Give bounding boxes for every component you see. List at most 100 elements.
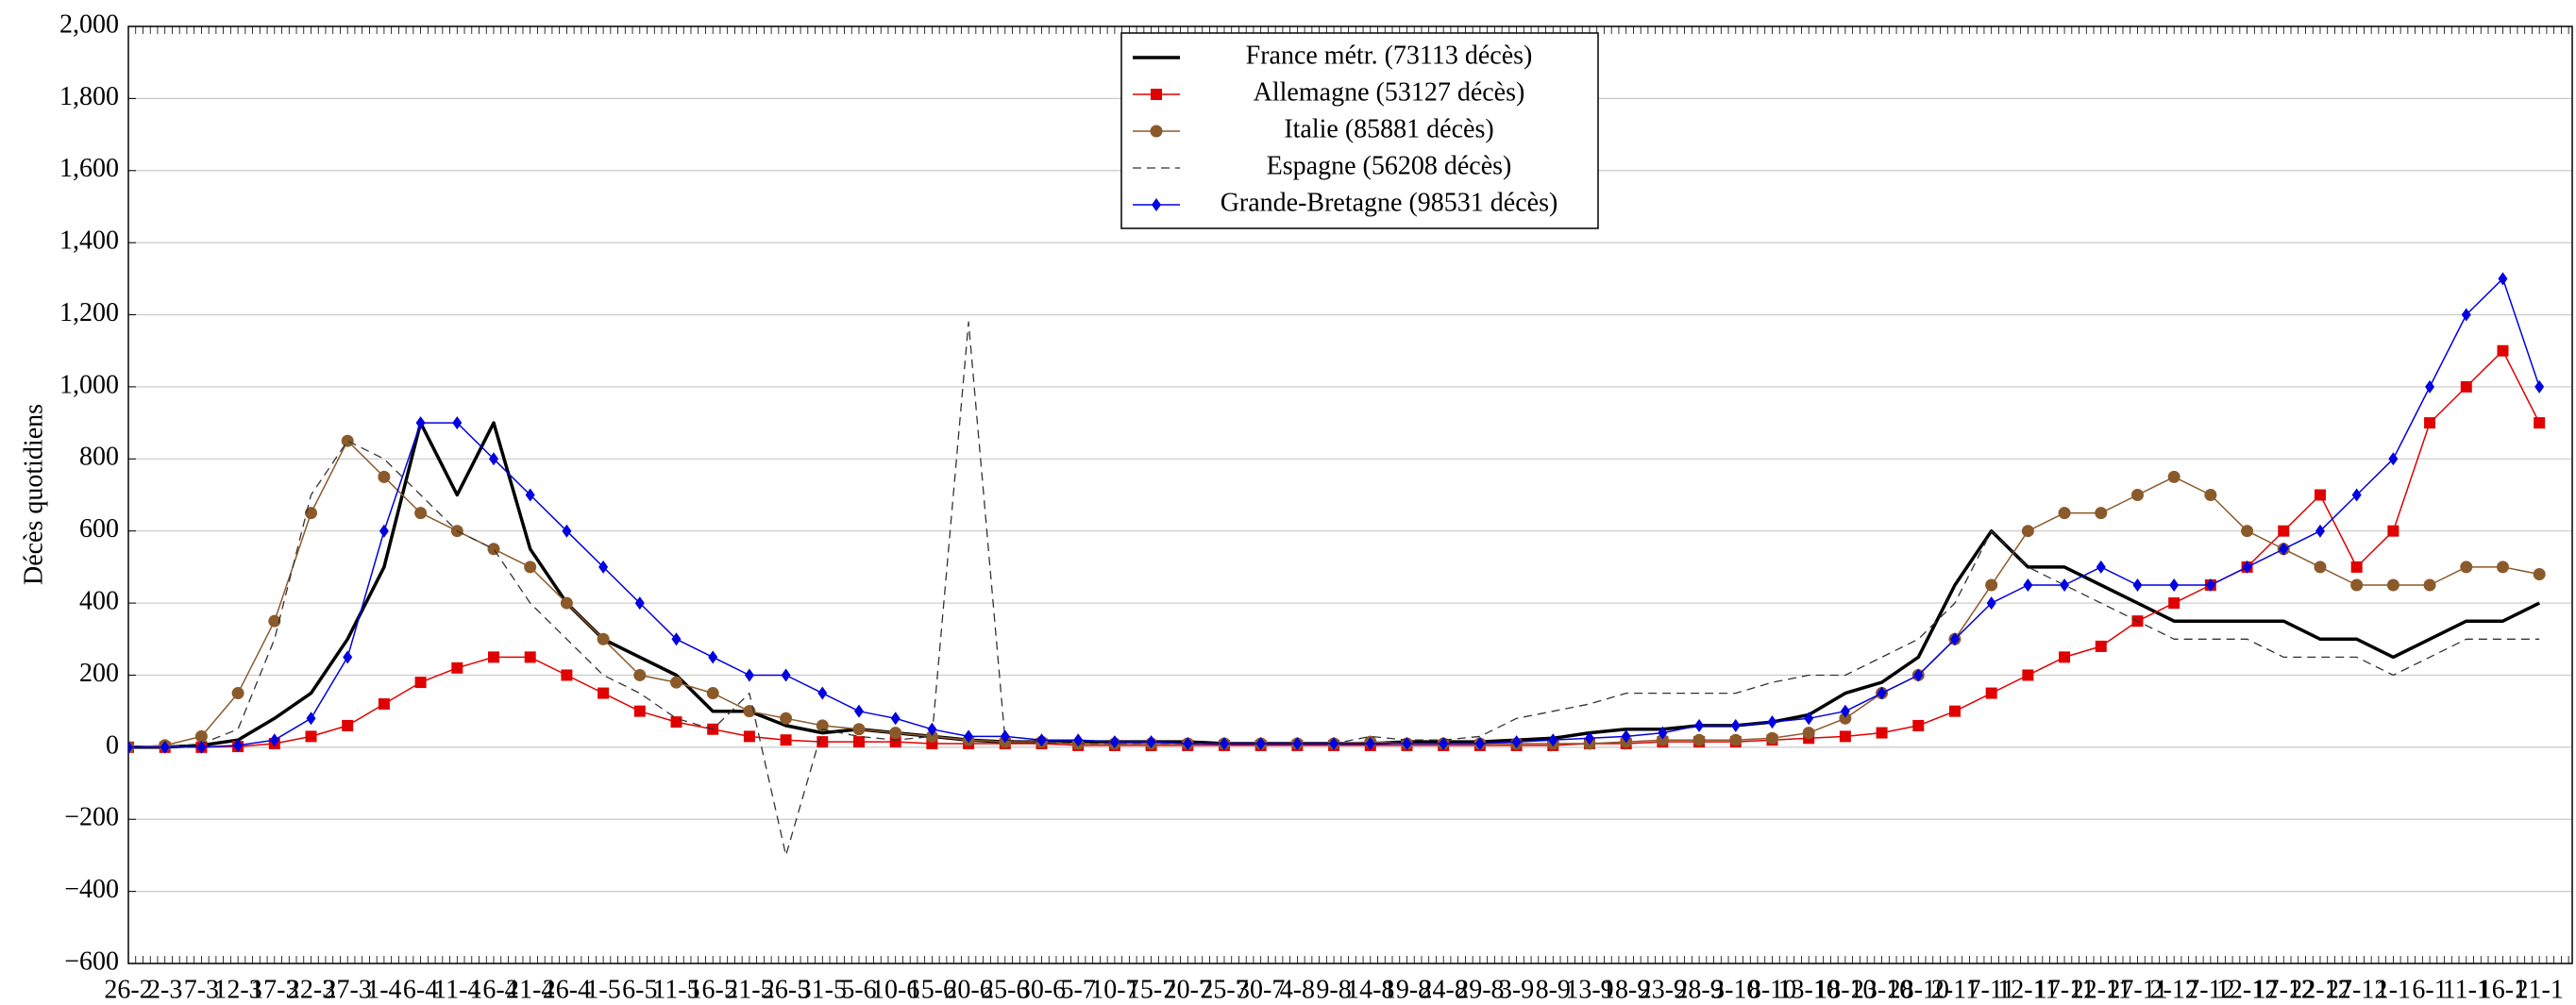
marker bbox=[1839, 730, 1851, 743]
x-tick-label: 3-9 bbox=[1499, 975, 1534, 1004]
x-tick-label: 1-4 bbox=[366, 975, 401, 1004]
marker bbox=[1474, 737, 1485, 751]
x-tick-label: 2-11 bbox=[1931, 975, 1978, 1004]
y-tick-label: 0 bbox=[106, 730, 119, 760]
marker bbox=[2423, 578, 2436, 592]
marker bbox=[1730, 718, 1741, 732]
x-tick-label: 17-3 bbox=[250, 975, 298, 1004]
marker bbox=[2095, 640, 2107, 652]
marker bbox=[671, 632, 682, 646]
marker bbox=[1912, 719, 1925, 731]
y-tick-label: 800 bbox=[79, 443, 119, 472]
marker bbox=[598, 687, 610, 699]
y-tick-label: 200 bbox=[79, 659, 119, 688]
marker bbox=[2388, 452, 2399, 466]
y-tick-label: −400 bbox=[64, 875, 119, 904]
marker bbox=[2350, 578, 2364, 592]
x-tick-label: 18-10 bbox=[1814, 975, 1876, 1004]
y-tick-label: 1,800 bbox=[59, 82, 119, 111]
marker bbox=[562, 524, 572, 538]
x-tick-label: 16-5 bbox=[689, 975, 737, 1004]
x-tick-label: 10-7 bbox=[1090, 975, 1138, 1004]
x-tick-label: 26-2 bbox=[104, 975, 152, 1004]
marker bbox=[2315, 524, 2325, 538]
marker bbox=[670, 716, 682, 729]
marker bbox=[2314, 489, 2326, 501]
marker bbox=[379, 524, 389, 538]
y-tick-label: 600 bbox=[79, 514, 119, 544]
marker bbox=[1151, 89, 1162, 100]
marker bbox=[2060, 578, 2070, 592]
marker bbox=[2424, 417, 2436, 429]
x-tick-label: 26-5 bbox=[762, 975, 810, 1004]
x-tick-label: 13-10 bbox=[1778, 975, 1840, 1004]
marker bbox=[964, 729, 974, 744]
series bbox=[128, 272, 2545, 754]
marker bbox=[817, 686, 828, 700]
x-tick-label: 2-3 bbox=[147, 975, 182, 1004]
plot-frame bbox=[127, 25, 2573, 964]
x-tick-label: 17-12 bbox=[2253, 975, 2315, 1004]
marker bbox=[2460, 380, 2472, 393]
marker bbox=[1985, 687, 1997, 699]
marker bbox=[1150, 125, 1163, 138]
marker bbox=[1948, 705, 1961, 717]
x-tick-label: 30-7 bbox=[1237, 975, 1285, 1004]
marker bbox=[1804, 712, 1814, 726]
marker bbox=[2425, 379, 2435, 394]
legend-box bbox=[1120, 32, 1599, 229]
marker bbox=[744, 668, 754, 682]
x-tick-label: 22-12 bbox=[2289, 975, 2350, 1004]
marker bbox=[1219, 737, 1229, 751]
x-tick-label: 1-1 bbox=[2376, 975, 2411, 1004]
x-tick-label: 24-8 bbox=[1420, 975, 1468, 1004]
series bbox=[128, 321, 2540, 857]
marker bbox=[780, 734, 792, 746]
x-tick-label: 12-12 bbox=[2216, 975, 2278, 1004]
x-tick-label: 10-6 bbox=[871, 975, 919, 1004]
x-tick-label: 29-8 bbox=[1456, 975, 1504, 1004]
marker bbox=[816, 719, 829, 732]
marker bbox=[633, 705, 646, 717]
marker bbox=[488, 452, 498, 466]
x-tick-label: 23-9 bbox=[1639, 975, 1687, 1004]
marker bbox=[927, 722, 937, 736]
marker bbox=[269, 733, 279, 747]
marker bbox=[1658, 726, 1668, 740]
marker bbox=[1949, 632, 1960, 646]
marker bbox=[1621, 729, 1631, 744]
marker bbox=[160, 740, 170, 754]
marker bbox=[2242, 560, 2252, 574]
marker bbox=[2241, 525, 2254, 538]
y-tick-label: 1,400 bbox=[59, 226, 119, 256]
marker bbox=[852, 723, 866, 736]
x-tick-label: 8-10 bbox=[1748, 975, 1796, 1004]
x-tick-label: 27-12 bbox=[2326, 975, 2387, 1004]
x-tick-label: 11-5 bbox=[652, 975, 699, 1004]
x-tick-label: 12-3 bbox=[213, 975, 261, 1004]
x-tick-label: 19-8 bbox=[1383, 975, 1431, 1004]
x-tick-label: 9-8 bbox=[1316, 975, 1351, 1004]
marker bbox=[2132, 578, 2143, 592]
x-tick-label: 16-1 bbox=[2479, 975, 2527, 1004]
marker bbox=[306, 712, 316, 726]
x-tick-label: 12-11 bbox=[1997, 975, 2058, 1004]
x-tick-label: 6-5 bbox=[622, 975, 657, 1004]
marker bbox=[1548, 733, 1558, 747]
marker bbox=[452, 416, 463, 430]
marker bbox=[2058, 507, 2071, 520]
marker bbox=[1839, 712, 1852, 725]
marker bbox=[1183, 737, 1193, 751]
marker bbox=[414, 677, 427, 689]
marker bbox=[2386, 578, 2399, 592]
marker bbox=[2205, 578, 2215, 592]
x-tick-label: 23-10 bbox=[1851, 975, 1912, 1004]
marker bbox=[415, 416, 426, 430]
marker bbox=[2387, 525, 2399, 537]
marker bbox=[1152, 198, 1161, 211]
x-tick-label: 14-8 bbox=[1346, 975, 1394, 1004]
y-tick-label: 1,600 bbox=[59, 154, 119, 183]
x-tick-label: 20-7 bbox=[1164, 975, 1212, 1004]
marker bbox=[1146, 735, 1156, 749]
